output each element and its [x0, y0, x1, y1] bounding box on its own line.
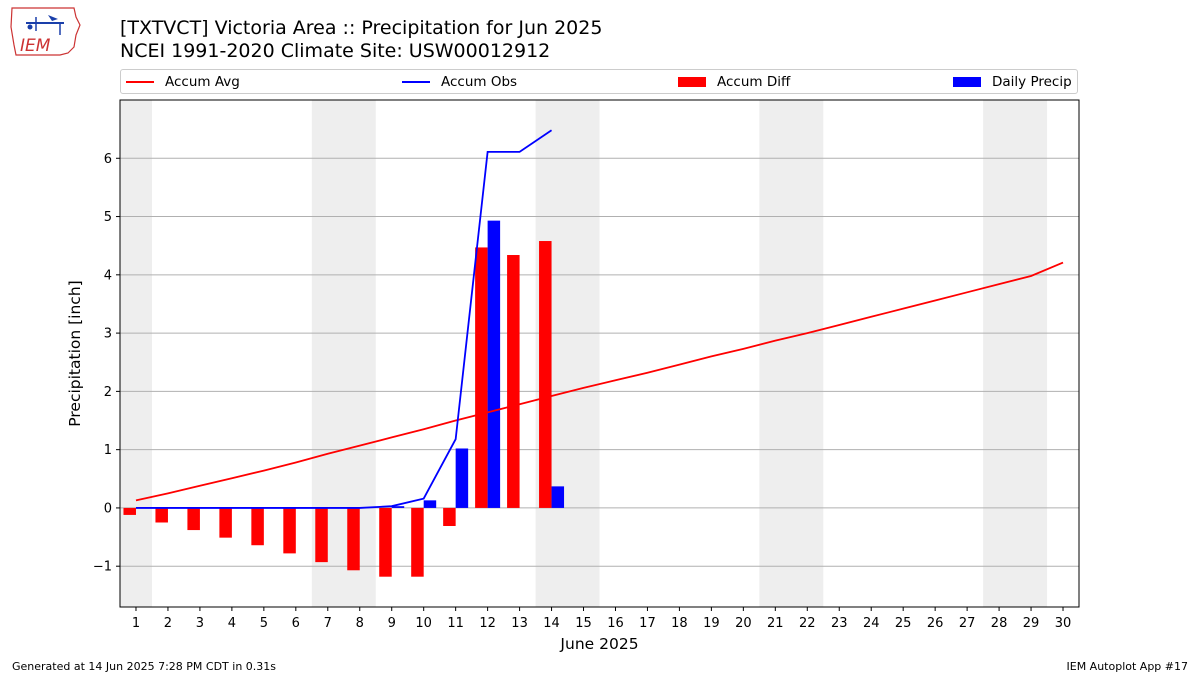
legend-label-accum-diff: Accum Diff: [717, 73, 791, 90]
accum-diff-bar-day-10: [411, 507, 424, 577]
weekend-band-4: [983, 100, 1048, 607]
accum-diff-bar-day-1: [123, 507, 136, 515]
xtick-label-30: 30: [1055, 616, 1072, 631]
legend-swatch-accum-diff: [678, 76, 706, 87]
xtick-label-11: 11: [447, 616, 464, 631]
ytick-label-0: 0: [104, 501, 112, 516]
accum-diff-bar-day-8: [347, 507, 360, 571]
plot-frame: [119, 99, 1080, 608]
xtick-label-9: 9: [388, 616, 396, 631]
xtick-label-26: 26: [927, 616, 944, 631]
footer-app-id: IEM Autoplot App #17: [1066, 660, 1189, 673]
ytick-label-1: 1: [104, 443, 112, 458]
accum-avg-line: [135, 261, 1064, 502]
logo-text: IEM: [20, 36, 51, 56]
xtick-label-1: 1: [132, 616, 140, 631]
xtick-label-13: 13: [511, 616, 528, 631]
legend-label-accum-obs: Accum Obs: [441, 73, 518, 90]
xtick-label-6: 6: [292, 616, 300, 631]
xtick-label-21: 21: [767, 616, 784, 631]
xtick-label-17: 17: [639, 616, 656, 631]
accum-diff-bar-day-9: [379, 507, 392, 577]
ytick-label-2: 2: [104, 385, 112, 400]
xtick-label-20: 20: [735, 616, 752, 631]
xtick-label-2: 2: [164, 616, 172, 631]
daily-precip-bar-day-14: [551, 486, 565, 508]
accum-obs-line: [135, 129, 553, 509]
accum-diff-bar-day-13: [507, 255, 520, 508]
xtick-label-25: 25: [895, 616, 912, 631]
ytick-label-6: 6: [104, 152, 112, 167]
xtick-label-24: 24: [863, 616, 880, 631]
xtick-label-5: 5: [260, 616, 268, 631]
x-axis-label: June 2025: [559, 635, 638, 653]
accum-diff-bar-day-3: [187, 507, 200, 531]
accum-diff-bar-day-12: [475, 247, 488, 508]
xtick-label-19: 19: [703, 616, 720, 631]
xtick-label-8: 8: [356, 616, 364, 631]
chart-title: [TXTVCT] Victoria Area :: Precipitation …: [120, 17, 603, 39]
xtick-label-12: 12: [479, 616, 496, 631]
accum-diff-bar-day-7: [315, 507, 328, 563]
legend-label-daily-precip: Daily Precip: [992, 73, 1072, 90]
ytick-label-3: 3: [104, 327, 112, 342]
legend-swatch-daily-precip: [953, 76, 981, 87]
chart-subtitle: NCEI 1991-2020 Climate Site: USW00012912: [120, 40, 551, 62]
legend-item-daily-precip: Daily Precip: [953, 70, 1072, 93]
daily-precip-bar-day-9: [391, 506, 405, 508]
accum-diff-bar-day-4: [219, 507, 232, 538]
y-axis-label: Precipitation [inch]: [66, 280, 84, 426]
ytick-label-5: 5: [104, 210, 112, 225]
xtick-label-23: 23: [831, 616, 848, 631]
xtick-label-28: 28: [991, 616, 1008, 631]
iem-logo: IEM: [8, 5, 82, 59]
legend-item-accum-obs: Accum Obs: [402, 70, 517, 93]
chart-legend: Accum Avg Accum Obs Accum Diff Daily Pre…: [120, 69, 1078, 94]
xtick-label-29: 29: [1023, 616, 1040, 631]
xtick-label-22: 22: [799, 616, 816, 631]
xtick-label-18: 18: [671, 616, 688, 631]
accum-diff-bar-day-6: [283, 507, 296, 554]
legend-label-accum-avg: Accum Avg: [165, 73, 240, 90]
accum-diff-bar-day-14: [539, 241, 552, 508]
legend-item-accum-diff: Accum Diff: [678, 70, 790, 93]
accum-diff-bar-day-2: [155, 507, 168, 523]
xtick-label-7: 7: [324, 616, 332, 631]
daily-precip-bar-day-12: [487, 220, 501, 508]
daily-precip-bar-day-11: [455, 448, 469, 508]
ytick-label--1: −1: [93, 560, 112, 575]
legend-swatch-accum-avg: [126, 80, 154, 83]
xtick-label-16: 16: [607, 616, 624, 631]
accum-diff-bar-day-5: [251, 507, 264, 546]
footer-generated-text: Generated at 14 Jun 2025 7:28 PM CDT in …: [12, 660, 277, 673]
xtick-label-3: 3: [196, 616, 204, 631]
xtick-label-14: 14: [543, 616, 560, 631]
xtick-label-4: 4: [228, 616, 236, 631]
xtick-label-15: 15: [575, 616, 592, 631]
legend-item-accum-avg: Accum Avg: [126, 70, 240, 93]
weekend-band-3: [759, 100, 824, 607]
weekend-band-0: [120, 100, 152, 607]
xtick-label-27: 27: [959, 616, 976, 631]
ytick-label-4: 4: [104, 268, 112, 283]
legend-swatch-accum-obs: [402, 80, 430, 83]
xtick-label-10: 10: [415, 616, 432, 631]
daily-precip-bar-day-10: [423, 500, 437, 508]
iowa-map-logo-icon: IEM: [10, 7, 81, 56]
accum-diff-bar-day-11: [443, 507, 456, 526]
